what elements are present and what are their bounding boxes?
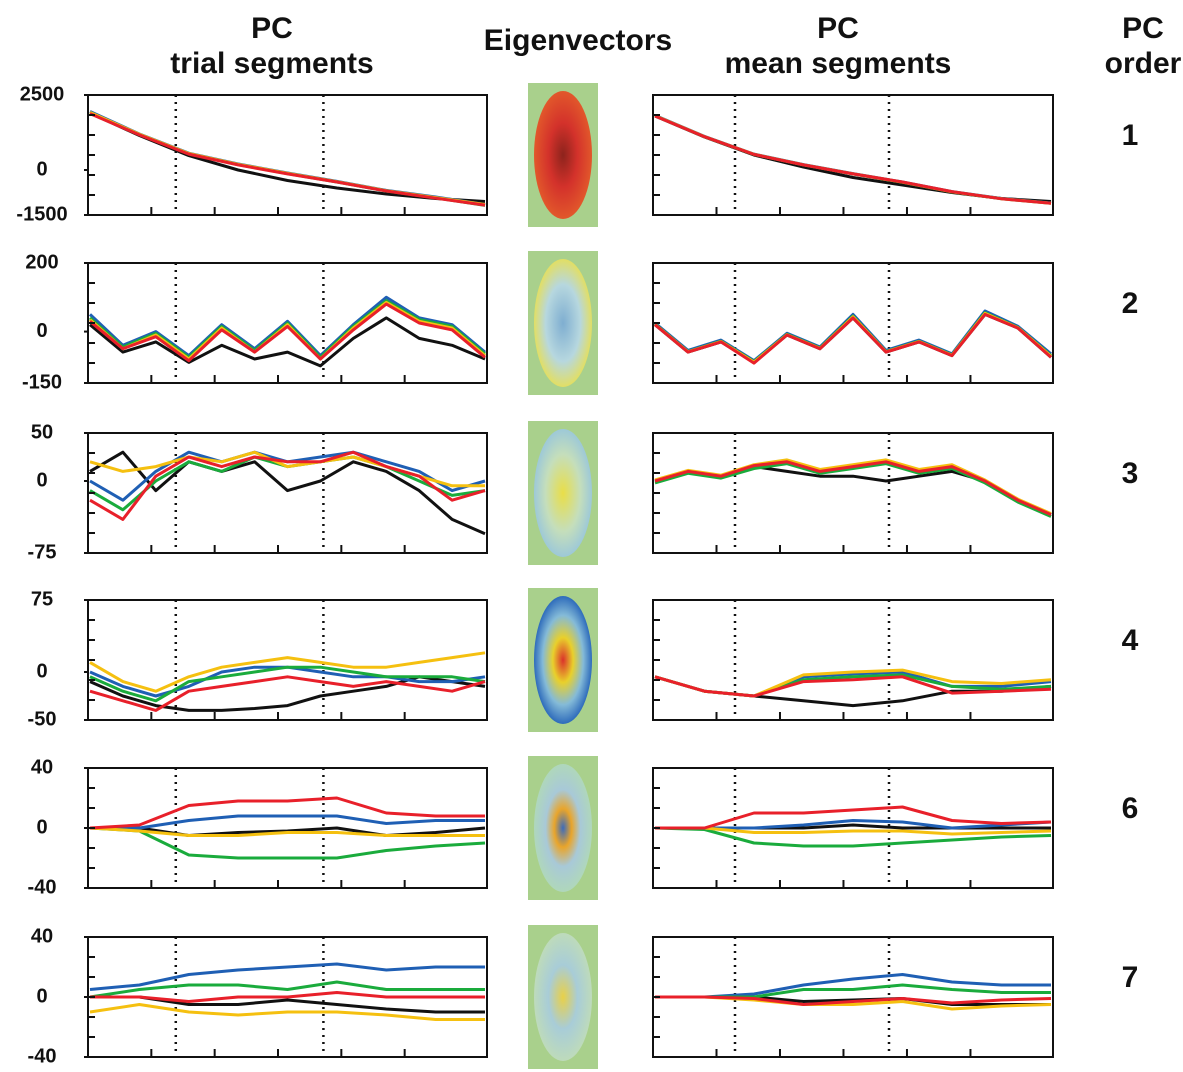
pc-order: 7 xyxy=(1122,961,1139,994)
y-tick-label: 0 xyxy=(36,660,47,682)
data-line xyxy=(89,665,486,698)
y-tick-label: 200 xyxy=(25,251,58,273)
data-line xyxy=(654,311,1052,364)
pc-order: 4 xyxy=(1122,624,1139,657)
data-line xyxy=(654,114,1052,205)
column-header: PC xyxy=(251,12,293,45)
eigenvector-map xyxy=(534,764,592,892)
data-line xyxy=(89,302,486,363)
y-tick-label: -50 xyxy=(28,708,57,730)
data-line xyxy=(89,450,486,536)
y-tick-label: 50 xyxy=(31,421,53,443)
data-line xyxy=(89,1003,485,1021)
data-line xyxy=(654,114,1052,205)
pc-order: 3 xyxy=(1122,457,1139,490)
data-line xyxy=(89,112,486,207)
data-line xyxy=(90,814,485,830)
data-line xyxy=(89,980,485,999)
y-tick-label: 0 xyxy=(36,469,47,491)
data-line xyxy=(89,300,486,361)
y-tick-label: 40 xyxy=(31,925,53,947)
data-line xyxy=(654,114,1052,205)
data-line xyxy=(89,665,486,703)
plot-frame xyxy=(87,432,488,554)
data-line xyxy=(655,826,1052,836)
column-header: mean segments xyxy=(725,47,952,80)
data-line xyxy=(89,450,486,521)
data-line xyxy=(89,110,486,206)
data-line xyxy=(655,973,1051,999)
data-line xyxy=(89,316,486,368)
y-tick-label: 0 xyxy=(36,816,47,838)
data-line xyxy=(654,114,1052,203)
y-tick-label: -40 xyxy=(28,1045,57,1067)
plot-frame xyxy=(652,262,1054,384)
column-header: order xyxy=(1105,47,1182,80)
data-line xyxy=(89,962,485,991)
y-tick-label: 40 xyxy=(31,756,53,778)
data-line xyxy=(89,111,486,203)
data-line xyxy=(89,826,486,860)
y-tick-label: -1500 xyxy=(16,203,67,225)
data-line xyxy=(654,826,1052,848)
eigenvector-map xyxy=(534,429,592,557)
eigenvector-map xyxy=(534,596,592,724)
data-line xyxy=(89,111,486,207)
data-line xyxy=(89,111,486,206)
y-tick-label: 75 xyxy=(31,588,53,610)
y-tick-label: 2500 xyxy=(20,83,65,105)
y-tick-label: 0 xyxy=(36,320,47,342)
y-tick-label: -75 xyxy=(28,541,57,563)
column-header: PC xyxy=(1122,12,1164,45)
data-line xyxy=(655,805,1052,830)
pc-order: 6 xyxy=(1122,792,1139,825)
data-line xyxy=(89,299,486,359)
column-header: PC xyxy=(817,12,859,45)
y-tick-label: 0 xyxy=(36,985,47,1007)
data-line xyxy=(89,796,485,830)
data-line xyxy=(654,462,1052,518)
data-line xyxy=(655,995,1052,1006)
data-line xyxy=(89,450,486,502)
plot-frame xyxy=(652,599,1054,721)
data-line xyxy=(654,312,1052,365)
eigenvector-map xyxy=(534,259,592,387)
data-line xyxy=(654,114,1052,205)
pc-order: 2 xyxy=(1122,287,1139,320)
y-tick-label: -40 xyxy=(28,876,57,898)
eigenvector-map xyxy=(534,91,592,219)
data-line xyxy=(89,826,485,837)
data-line xyxy=(89,675,486,712)
data-line xyxy=(654,675,1052,698)
data-line xyxy=(654,460,1052,516)
y-tick-label: -150 xyxy=(22,371,62,393)
pc-order: 1 xyxy=(1122,119,1139,152)
y-tick-label: 0 xyxy=(36,158,47,180)
data-line xyxy=(90,991,485,1003)
eigenvector-map xyxy=(534,933,592,1061)
column-header: Eigenvectors xyxy=(484,24,672,57)
column-header: trial segments xyxy=(170,47,373,80)
data-line xyxy=(89,651,486,693)
data-line xyxy=(654,312,1052,364)
plot-frame xyxy=(652,432,1054,554)
